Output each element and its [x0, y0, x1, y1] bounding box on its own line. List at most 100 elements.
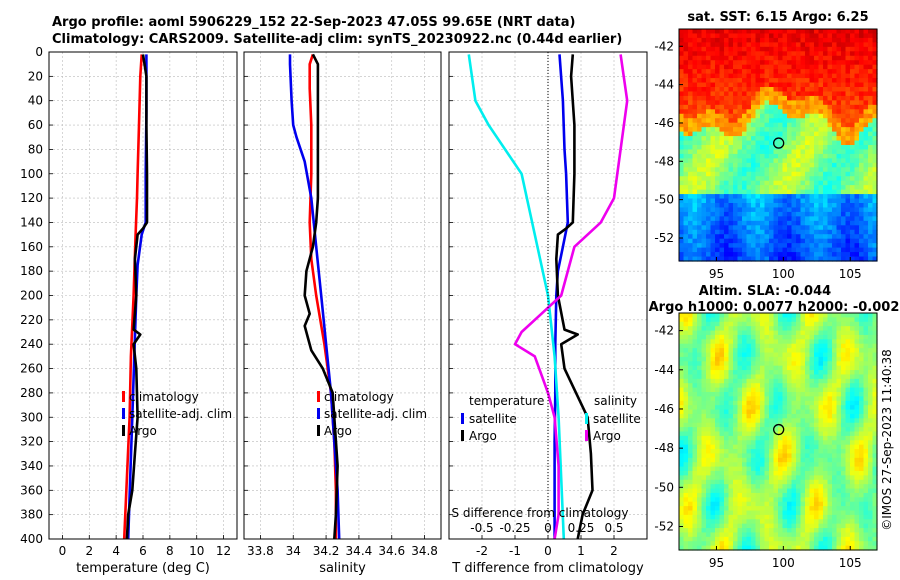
- map-cell: [688, 541, 694, 547]
- map-cell: [697, 158, 703, 164]
- map-cell: [818, 334, 824, 340]
- map-cell: [719, 475, 725, 481]
- map-cell: [841, 343, 847, 349]
- map-cell: [692, 348, 698, 354]
- map-cell: [872, 475, 878, 481]
- map-cell: [814, 118, 820, 124]
- map-cell: [863, 400, 869, 406]
- map-cell: [796, 153, 802, 159]
- map-cell: [706, 229, 712, 235]
- map-cell: [755, 488, 761, 494]
- map-cell: [760, 136, 766, 142]
- map-cell: [728, 104, 734, 110]
- map-cell: [814, 60, 820, 66]
- map-cell: [805, 136, 811, 142]
- map-cell: [850, 162, 856, 168]
- map-cell: [679, 211, 685, 217]
- map-cell: [715, 356, 721, 362]
- map-cell: [823, 225, 829, 231]
- map-cell: [764, 392, 770, 397]
- map-cell: [796, 229, 802, 235]
- map-cell: [796, 488, 802, 494]
- map-cell: [715, 413, 721, 419]
- map-cell: [764, 91, 770, 97]
- map-cell: [845, 330, 851, 336]
- map-cell: [818, 431, 824, 437]
- map-cell: [814, 449, 820, 455]
- map-cell: [742, 100, 748, 106]
- map-cell: [841, 203, 847, 209]
- map-cell: [796, 396, 802, 402]
- map-cell: [742, 113, 748, 119]
- map-cell: [679, 392, 685, 397]
- map-cell: [760, 492, 766, 498]
- map-cell: [854, 109, 860, 115]
- map-cell: [724, 64, 730, 70]
- map-cell: [760, 176, 766, 182]
- map-cell: [728, 252, 734, 258]
- map-cell: [827, 109, 833, 115]
- map-cell: [769, 198, 775, 204]
- map-cell: [832, 374, 838, 380]
- map-cell: [751, 356, 757, 362]
- map-cell: [728, 60, 734, 66]
- map-cell: [688, 176, 694, 182]
- map-cell: [854, 122, 860, 128]
- map-cell: [823, 91, 829, 97]
- map-cell: [863, 427, 869, 433]
- map-cell: [688, 536, 694, 542]
- map-cell: [755, 431, 761, 437]
- map-cell: [850, 365, 856, 371]
- map-cell: [809, 431, 815, 437]
- map-cell: [787, 409, 793, 415]
- map-cell: [863, 229, 869, 235]
- map-cell: [778, 207, 784, 213]
- map-cell: [791, 185, 797, 191]
- map-cell: [755, 536, 761, 542]
- map-cell: [688, 211, 694, 217]
- map-cell: [701, 194, 707, 200]
- map-cell: [796, 510, 802, 516]
- map-cell: [697, 60, 703, 66]
- map-cell: [760, 506, 766, 512]
- map-cell: [778, 339, 784, 345]
- map-cell: [755, 87, 761, 93]
- map-cell: [863, 122, 869, 128]
- map-cell: [791, 405, 797, 411]
- map-cell: [805, 532, 811, 538]
- map-cell: [751, 326, 757, 332]
- map-cell: [791, 387, 797, 393]
- map-cell: [845, 153, 851, 159]
- map-cell: [868, 113, 874, 119]
- map-cell: [679, 457, 685, 463]
- map-cell: [827, 475, 833, 481]
- map-cell: [868, 198, 874, 204]
- map-cell: [742, 519, 748, 525]
- map-cell: [710, 405, 716, 411]
- map-cell: [751, 69, 757, 75]
- map-cell: [836, 220, 842, 226]
- map-cell: [733, 519, 739, 525]
- map-cell: [823, 189, 829, 195]
- map-cell: [845, 194, 851, 200]
- map-cell: [854, 243, 860, 249]
- map-cell: [755, 158, 761, 164]
- map-cell: [796, 91, 802, 97]
- map-cell: [733, 64, 739, 70]
- map-cell: [697, 180, 703, 186]
- map-cell: [746, 400, 752, 406]
- map-cell: [791, 162, 797, 168]
- map-cell: [814, 203, 820, 209]
- map-cell: [800, 167, 806, 173]
- map-cell: [697, 29, 703, 35]
- map-cell: [850, 387, 856, 393]
- map-cell: [769, 238, 775, 244]
- map-cell: [818, 405, 824, 411]
- map-cell: [760, 211, 766, 217]
- map-cell: [850, 189, 856, 195]
- map-cell: [728, 100, 734, 106]
- map-cell: [719, 113, 725, 119]
- map-cell: [818, 82, 824, 88]
- map-cell: [800, 313, 806, 318]
- map-cell: [683, 118, 689, 124]
